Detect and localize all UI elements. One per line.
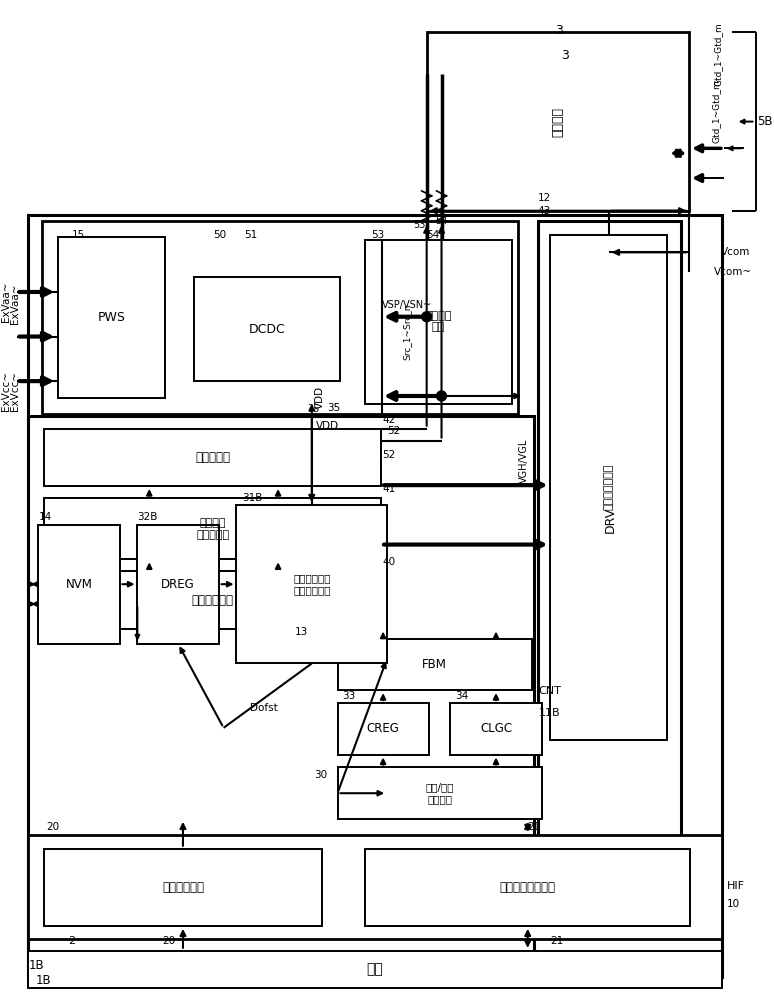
Bar [29, 215, 722, 977]
Text: 30: 30 [314, 770, 327, 780]
Text: 1B: 1B [36, 974, 51, 987]
Text: 3: 3 [556, 24, 563, 37]
Bar [58, 237, 165, 398]
Text: 52: 52 [387, 426, 400, 436]
Circle shape [422, 312, 432, 322]
Text: 命令/参数
解析电路: 命令/参数 解析电路 [425, 782, 454, 804]
Text: DRV: DRV [604, 507, 616, 533]
Bar [365, 849, 690, 926]
Text: 主机: 主机 [367, 963, 384, 977]
Text: 52: 52 [382, 450, 396, 460]
Text: 显示面板: 显示面板 [551, 107, 564, 137]
Text: Dofst: Dofst [250, 703, 278, 713]
Text: 源极驱动器: 源极驱动器 [195, 451, 230, 464]
Text: 54: 54 [426, 230, 440, 240]
Bar [44, 849, 322, 926]
Bar [44, 498, 381, 559]
Text: DREG: DREG [161, 578, 195, 591]
Text: 13: 13 [295, 627, 308, 637]
Text: 20: 20 [46, 822, 60, 832]
Bar [450, 703, 542, 755]
Bar [337, 703, 429, 755]
Text: 35: 35 [307, 404, 320, 414]
Bar [29, 835, 722, 939]
Text: CNT: CNT [539, 686, 561, 696]
Text: ExVaa~: ExVaa~ [9, 284, 19, 324]
Bar [44, 429, 381, 486]
Text: 53: 53 [372, 230, 385, 240]
Bar [29, 951, 722, 988]
Text: 34: 34 [455, 691, 468, 701]
Text: 32B: 32B [138, 512, 158, 522]
Text: 50: 50 [214, 230, 227, 240]
Text: VSP/VSN~: VSP/VSN~ [382, 300, 432, 310]
Text: 41: 41 [382, 484, 396, 494]
Text: 53: 53 [413, 220, 426, 230]
Bar [337, 767, 542, 819]
Text: ExVaa~: ExVaa~ [1, 282, 11, 322]
Text: 1B: 1B [29, 959, 44, 972]
Text: FBM: FBM [422, 658, 447, 671]
Text: 54: 54 [435, 216, 447, 226]
Text: 电源偏移控制
信号产生电路: 电源偏移控制 信号产生电路 [293, 573, 330, 595]
Bar [43, 221, 518, 414]
Text: 43: 43 [538, 206, 551, 216]
Text: VGH/VGL: VGH/VGL [519, 438, 529, 483]
Text: NVM: NVM [66, 578, 92, 591]
Bar [237, 505, 387, 663]
Bar [29, 416, 533, 966]
Text: 42: 42 [382, 415, 396, 425]
Text: PWS: PWS [98, 311, 125, 324]
Circle shape [437, 391, 447, 401]
Text: CLGC: CLGC [480, 722, 512, 735]
Bar [44, 571, 381, 629]
Text: 串行接口电路: 串行接口电路 [162, 881, 204, 894]
Text: Vcom~: Vcom~ [714, 267, 752, 277]
Text: 12: 12 [538, 193, 551, 203]
Text: 31B: 31B [242, 493, 263, 503]
Text: 51: 51 [245, 230, 258, 240]
Text: ExVcc~: ExVcc~ [1, 371, 11, 411]
Text: HIF: HIF [727, 881, 745, 891]
Text: CREG: CREG [367, 722, 399, 735]
Text: Src_1~Src_n: Src_1~Src_n [402, 303, 412, 360]
Text: 14: 14 [39, 512, 52, 522]
Text: VDD: VDD [316, 421, 339, 431]
Text: 5B: 5B [758, 115, 773, 128]
Bar [194, 277, 341, 381]
Text: 时序控制电路: 时序控制电路 [192, 594, 234, 607]
Text: 21: 21 [528, 822, 541, 832]
Text: Gtd_1~Gtd_m: Gtd_1~Gtd_m [714, 22, 723, 86]
Text: 21: 21 [550, 936, 563, 946]
Bar [426, 32, 689, 211]
Bar [138, 525, 218, 644]
Text: 35: 35 [327, 403, 341, 413]
Text: 40: 40 [382, 557, 396, 567]
Text: 10: 10 [727, 899, 740, 909]
Text: VDD: VDD [315, 386, 324, 409]
Bar [337, 639, 532, 690]
Bar [538, 221, 681, 863]
Text: 放电开关
电路: 放电开关 电路 [425, 311, 452, 332]
Text: 3: 3 [561, 49, 570, 62]
Text: 15: 15 [72, 230, 85, 240]
Bar [39, 525, 119, 644]
Text: 20: 20 [163, 936, 176, 946]
Text: 11B: 11B [539, 708, 560, 718]
Text: 电压转换
电平移位器: 电压转换 电平移位器 [196, 518, 229, 540]
Text: Gtd_1~Gtd_m: Gtd_1~Gtd_m [712, 80, 721, 143]
Text: Vcom: Vcom [721, 247, 750, 257]
Bar [550, 235, 667, 740]
Bar [365, 240, 512, 404]
Text: 2: 2 [68, 936, 75, 946]
Text: DCDC: DCDC [248, 323, 286, 336]
Text: 33: 33 [342, 691, 356, 701]
Text: ExVcc~: ExVcc~ [9, 371, 19, 411]
Text: 图像数据接收电路: 图像数据接收电路 [500, 881, 556, 894]
Text: 栅极控制驱动器: 栅极控制驱动器 [604, 464, 614, 510]
